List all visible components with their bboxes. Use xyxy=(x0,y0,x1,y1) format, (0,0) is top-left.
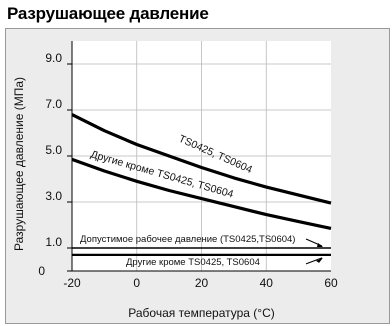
arrow-head xyxy=(316,257,323,263)
series-line-2 xyxy=(71,157,332,230)
y-axis-title: Разрушающее давление (МПа) xyxy=(12,77,26,251)
chart: 1.0 3.0 5.0 7.0 9.0 0 -20 0 20 40 60 Рабочая темпер… xyxy=(12,41,338,320)
x-tick-label: 0 xyxy=(133,276,140,290)
x-tick-label: 60 xyxy=(324,276,338,290)
y-tick-label: 9.0 xyxy=(45,51,62,65)
y-tick-label: 5.0 xyxy=(45,143,62,157)
arrow-head xyxy=(317,243,323,247)
annotation-label: Другие кроме TS0425, TS0604 xyxy=(126,257,260,268)
x-axis-title: Рабочая температура (°C) xyxy=(128,306,275,320)
y-tick-label: 7.0 xyxy=(45,97,62,111)
y-tick-label: 1.0 xyxy=(45,235,62,249)
arrow-line xyxy=(305,257,323,265)
annotation-label: Допустимое рабочее давление (TS0425,TS06… xyxy=(80,234,295,245)
series-line-1 xyxy=(71,113,332,205)
page-title: Разрушающее давление xyxy=(7,4,209,23)
x-tick-label: 40 xyxy=(260,276,274,290)
x-tick-label: 20 xyxy=(195,276,209,290)
y-tick-label: 3.0 xyxy=(45,189,62,203)
y-tick-label: 0 xyxy=(38,264,45,278)
chart-frame: 1.0 3.0 5.0 7.0 9.0 0 -20 0 20 40 60 Рабочая темпер… xyxy=(5,28,390,324)
x-tick-label: -20 xyxy=(63,276,81,290)
